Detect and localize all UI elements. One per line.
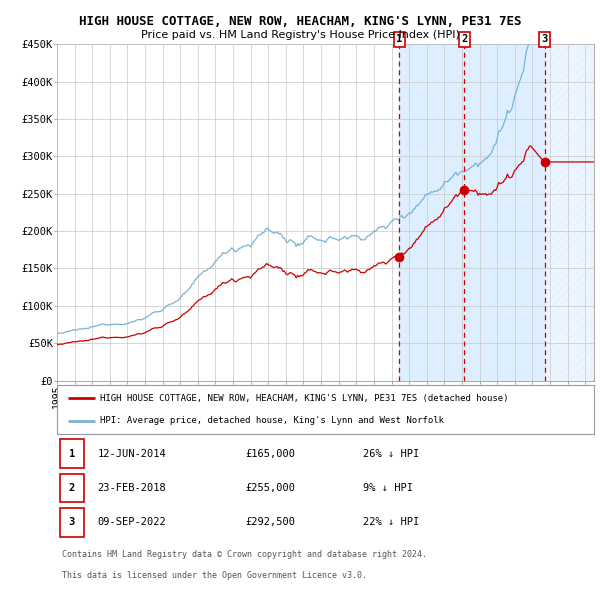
FancyBboxPatch shape [59,508,84,536]
Text: 22% ↓ HPI: 22% ↓ HPI [363,517,419,527]
Text: £165,000: £165,000 [245,449,295,458]
Text: 3: 3 [68,517,75,527]
Text: HIGH HOUSE COTTAGE, NEW ROW, HEACHAM, KING'S LYNN, PE31 7ES: HIGH HOUSE COTTAGE, NEW ROW, HEACHAM, KI… [79,15,521,28]
Text: 3: 3 [541,34,548,44]
Text: Contains HM Land Registry data © Crown copyright and database right 2024.: Contains HM Land Registry data © Crown c… [62,550,427,559]
Text: HPI: Average price, detached house, King's Lynn and West Norfolk: HPI: Average price, detached house, King… [100,416,444,425]
Text: This data is licensed under the Open Government Licence v3.0.: This data is licensed under the Open Gov… [62,571,367,580]
Text: HIGH HOUSE COTTAGE, NEW ROW, HEACHAM, KING'S LYNN, PE31 7ES (detached house): HIGH HOUSE COTTAGE, NEW ROW, HEACHAM, KI… [100,394,508,403]
Text: 2: 2 [461,34,467,44]
Text: £255,000: £255,000 [245,483,295,493]
Text: 26% ↓ HPI: 26% ↓ HPI [363,449,419,458]
Text: 23-FEB-2018: 23-FEB-2018 [97,483,166,493]
Text: 12-JUN-2014: 12-JUN-2014 [97,449,166,458]
Text: 1: 1 [68,449,75,458]
Text: 09-SEP-2022: 09-SEP-2022 [97,517,166,527]
FancyBboxPatch shape [59,474,84,502]
Text: Price paid vs. HM Land Registry's House Price Index (HPI): Price paid vs. HM Land Registry's House … [140,30,460,40]
Bar [545,44,594,381]
FancyBboxPatch shape [59,440,84,468]
Text: 1: 1 [397,34,403,44]
Text: £292,500: £292,500 [245,517,295,527]
Bar [400,44,545,381]
Text: 2: 2 [68,483,75,493]
Text: 9% ↓ HPI: 9% ↓ HPI [363,483,413,493]
